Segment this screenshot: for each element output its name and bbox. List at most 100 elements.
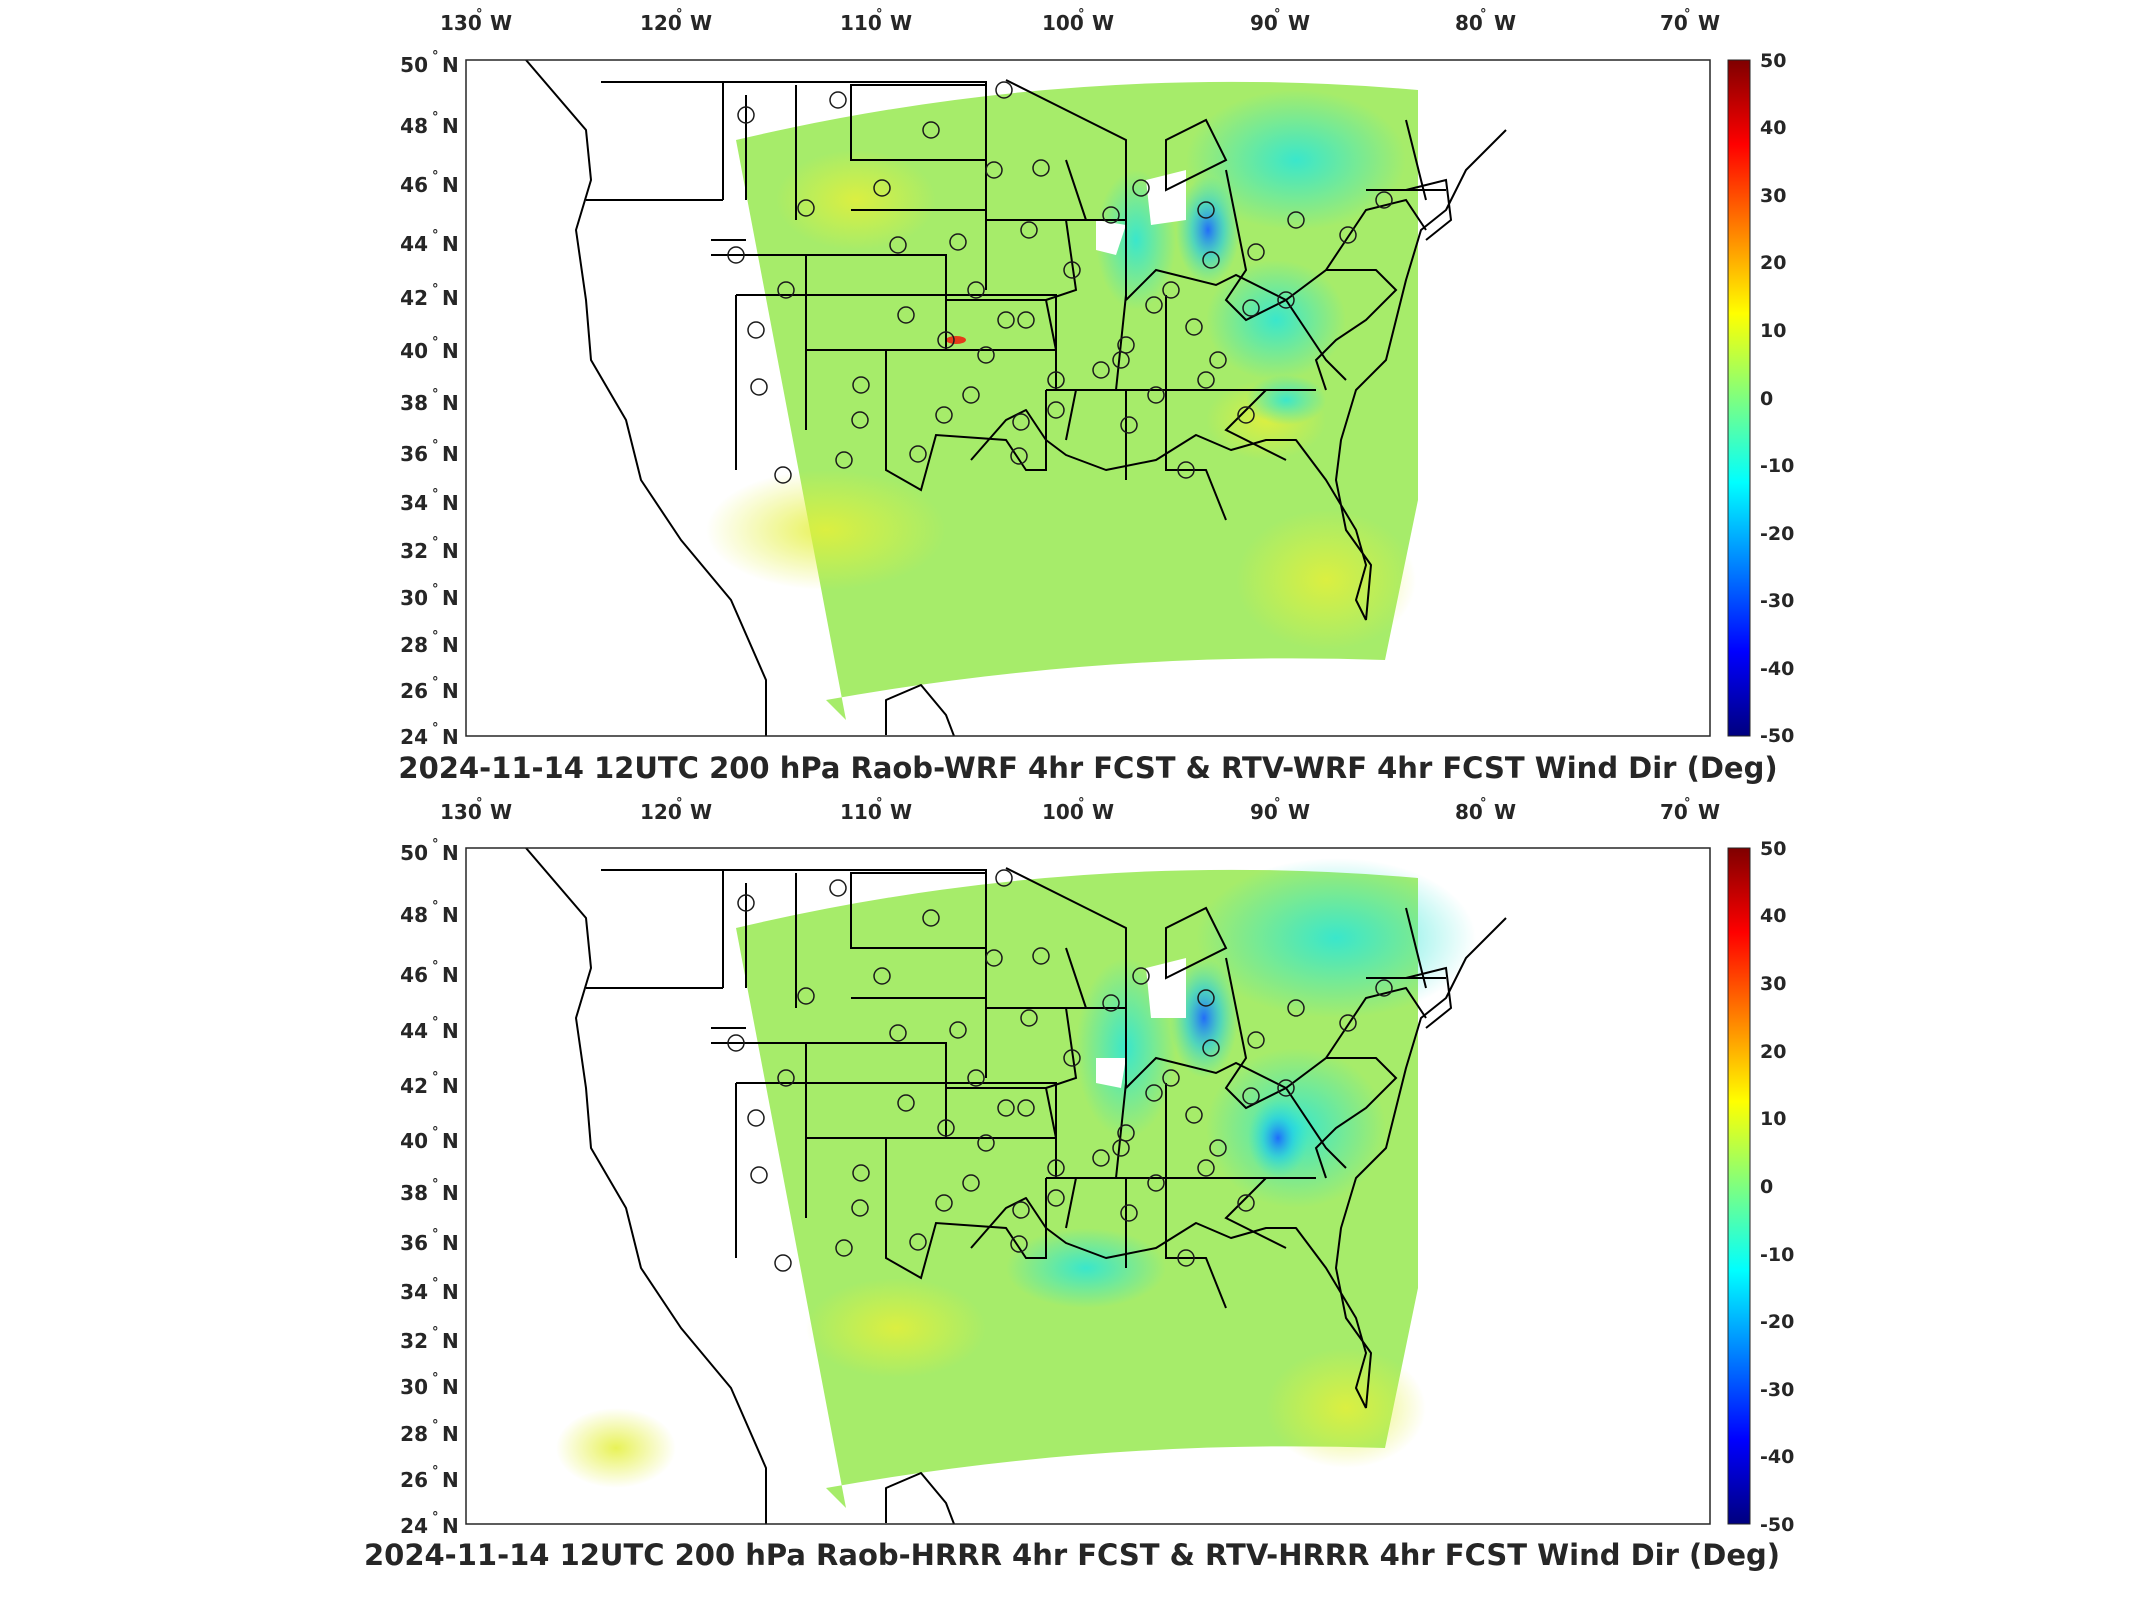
svg-text:-30: -30 [1760, 1379, 1794, 1401]
svg-text:-40: -40 [1760, 658, 1794, 680]
svg-text:44: 44 [400, 1019, 428, 1043]
svg-text:°: ° [1684, 7, 1691, 22]
missing-data-patches [1096, 140, 1706, 500]
svg-text:N: N [442, 491, 459, 515]
svg-text:-20: -20 [1760, 1311, 1794, 1333]
svg-text:°: ° [432, 1510, 439, 1525]
svg-text:40: 40 [1760, 905, 1786, 927]
svg-text:°: ° [676, 7, 683, 22]
svg-text:°: ° [432, 1070, 439, 1085]
lon-tick-130: 130 [440, 11, 482, 35]
svg-text:°: ° [432, 438, 439, 453]
svg-text:50: 50 [1760, 838, 1786, 860]
svg-text:42: 42 [400, 286, 428, 310]
colorbar-wrf: 50 40 30 20 10 0 -10 -20 -30 -40 -50 [1727, 50, 1794, 747]
svg-text:°: ° [432, 228, 439, 243]
svg-text:38: 38 [400, 391, 428, 415]
svg-text:°: ° [432, 582, 439, 597]
svg-text:°: ° [1480, 7, 1487, 22]
lon-tick-labels: 130 120 110 100 90 80 70 [440, 11, 1688, 35]
svg-text:N: N [442, 1329, 459, 1353]
svg-text:130: 130 [440, 800, 482, 824]
svg-text:W: W [690, 11, 712, 35]
svg-text:10: 10 [1760, 320, 1786, 342]
svg-text:N: N [442, 1231, 459, 1255]
svg-text:W: W [690, 800, 712, 824]
svg-text:°: ° [432, 1418, 439, 1433]
svg-text:26: 26 [400, 1468, 428, 1492]
lon-hemisphere-labels: ° W ° W ° W ° W ° W ° W ° W [476, 7, 1720, 35]
svg-text:N: N [442, 725, 459, 749]
svg-text:100: 100 [1042, 800, 1084, 824]
svg-text:N: N [442, 679, 459, 703]
svg-text:20: 20 [1760, 252, 1786, 274]
lon-tick-80: 80 [1455, 11, 1483, 35]
svg-text:W: W [1288, 11, 1310, 35]
svg-text:°: ° [432, 169, 439, 184]
svg-text:W: W [1494, 800, 1516, 824]
lat-tick-labels: 50 48 46 44 42 40 38 36 34 32 30 28 26 2… [400, 841, 428, 1538]
svg-text:40: 40 [1760, 117, 1786, 139]
svg-text:50: 50 [1760, 50, 1786, 72]
svg-text:-30: -30 [1760, 590, 1794, 612]
svg-text:36: 36 [400, 442, 428, 466]
svg-text:-10: -10 [1760, 455, 1794, 477]
svg-text:N: N [442, 903, 459, 927]
svg-text:38: 38 [400, 1181, 428, 1205]
svg-text:N: N [442, 232, 459, 256]
lat-tick-labels: 50 48 46 44 42 40 38 36 34 32 30 28 26 2… [400, 53, 428, 749]
svg-text:50: 50 [400, 53, 428, 77]
svg-text:°: ° [432, 1125, 439, 1140]
svg-text:50: 50 [400, 841, 428, 865]
svg-text:120: 120 [640, 800, 682, 824]
svg-text:W: W [890, 800, 912, 824]
svg-text:-50: -50 [1760, 725, 1794, 747]
svg-text:W: W [1494, 11, 1516, 35]
svg-text:20: 20 [1760, 1041, 1786, 1063]
svg-text:N: N [442, 963, 459, 987]
svg-text:46: 46 [400, 963, 428, 987]
svg-text:110: 110 [840, 800, 882, 824]
svg-text:°: ° [1078, 796, 1085, 811]
svg-text:°: ° [676, 796, 683, 811]
map-panel-hrrr: 130 120 110 100 90 80 70 ° W ° W ° W ° W ° W … [0, 790, 2133, 1600]
svg-text:N: N [442, 1181, 459, 1205]
svg-text:34: 34 [400, 1280, 428, 1304]
svg-text:28: 28 [400, 1422, 428, 1446]
panel-title-wrf: 2024-11-14 12UTC 200 hPa Raob-WRF 4hr FC… [398, 751, 1777, 785]
svg-text:W: W [890, 11, 912, 35]
svg-text:°: ° [1274, 796, 1281, 811]
svg-text:W: W [1698, 800, 1720, 824]
lat-hemisphere-labels: ° N ° N ° N ° N ° N ° N ° N ° N ° N ° N ° N ° N ° N °… [432, 49, 459, 749]
svg-text:W: W [1092, 800, 1114, 824]
svg-text:N: N [442, 286, 459, 310]
svg-text:W: W [490, 11, 512, 35]
svg-text:°: ° [432, 49, 439, 64]
svg-text:26: 26 [400, 679, 428, 703]
svg-text:32: 32 [400, 1329, 428, 1353]
svg-text:°: ° [432, 837, 439, 852]
svg-text:°: ° [432, 1177, 439, 1192]
map-area-wrf [465, 59, 1711, 737]
svg-text:°: ° [476, 7, 483, 22]
svg-text:°: ° [1274, 7, 1281, 22]
svg-text:40: 40 [400, 1129, 428, 1153]
svg-text:N: N [442, 173, 459, 197]
svg-text:40: 40 [400, 339, 428, 363]
colorbar-hrrr: 50 40 30 20 10 0 -10 -20 -30 -40 -50 [1727, 838, 1794, 1536]
svg-text:W: W [490, 800, 512, 824]
svg-text:70: 70 [1660, 800, 1688, 824]
map-figure-wrf: 130 120 110 100 90 80 70 ° W ° W ° W ° W ° W … [398, 7, 1794, 785]
svg-text:N: N [442, 1280, 459, 1304]
svg-text:N: N [442, 339, 459, 363]
negative-anomaly-patch [1170, 958, 1238, 1078]
svg-text:30: 30 [400, 1375, 428, 1399]
svg-text:°: ° [432, 1371, 439, 1386]
svg-text:°: ° [432, 335, 439, 350]
svg-text:°: ° [432, 535, 439, 550]
svg-text:°: ° [432, 675, 439, 690]
svg-text:48: 48 [400, 903, 428, 927]
svg-text:°: ° [432, 959, 439, 974]
lat-hemisphere-labels: ° N ° N ° N ° N ° N ° N ° N ° N ° N ° N ° N ° N ° N °… [432, 837, 459, 1538]
svg-text:N: N [442, 53, 459, 77]
